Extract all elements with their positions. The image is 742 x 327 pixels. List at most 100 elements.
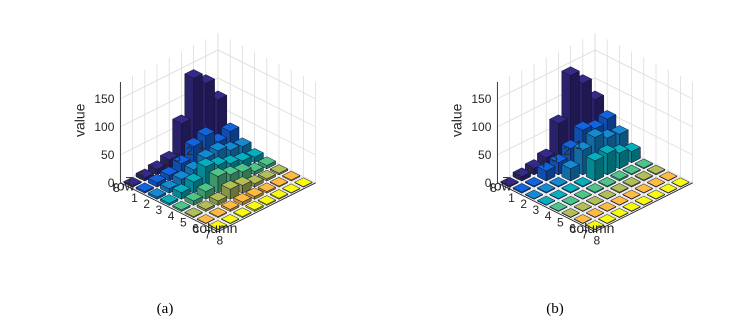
bar-r8-c1 [500,177,519,188]
column-tick-label: 3 [156,203,163,217]
bar-r5-c8 [622,201,641,212]
bar-r4-c7 [245,187,264,200]
bar-r1-c5 [634,158,653,170]
row-tick-label: 1 [576,138,583,152]
z-tick-label: 100 [471,120,491,134]
z-tick-label: 0 [485,176,492,190]
column-tick-label: 1 [508,191,515,205]
bar-r2-c7 [269,177,289,188]
bar-r5-c2 [172,154,191,176]
z-tick-label: 50 [101,148,115,162]
y-axis-line [217,182,316,233]
caption: (a) [157,301,174,317]
bar-r8-c7 [196,214,215,225]
bar-r3-c8 [269,189,289,200]
bar-r5-c8 [245,200,264,212]
bar-r7-c2 [147,173,167,188]
bar-r7-c4 [172,183,191,200]
bar-r3-c5 [610,170,629,182]
bar-r5-c6 [598,189,617,200]
bar-r4-c7 [622,189,641,200]
caption: (b) [546,301,564,317]
row-tick-label: 7 [125,175,132,189]
bars [500,66,690,231]
column-tick-label: 8 [217,234,224,248]
column-tick-label: 8 [594,234,601,248]
column-tick-label: 4 [545,209,552,223]
z-tick-label: 150 [94,92,114,106]
bar-r6-c7 [221,200,240,212]
bar-r8-c4 [537,195,556,206]
row-tick-label: 8 [113,181,120,195]
bar-r7-c1 [512,167,531,182]
bar-r3-c8 [646,189,666,200]
bar-r8-c5 [549,201,568,212]
bar-r3-c7 [634,183,653,194]
row-tick-label: 4 [539,156,546,170]
bar-r7-c5 [561,195,580,206]
z-tick-label: 100 [94,120,114,134]
x-axis-line [120,182,219,233]
column-tick-label: 5 [557,215,564,229]
bar-r7-c8 [598,214,617,225]
bar-r5-c7 [233,193,252,206]
bar-r7-c5 [184,191,203,206]
bar-r5-c3 [561,159,580,182]
column-tick-label: 2 [143,197,150,211]
bar-r2-c5 [622,164,641,176]
bar-r4-c4 [585,151,605,182]
bar-r7-c4 [549,189,568,200]
bar-r6-c8 [233,207,252,218]
bar-r6-c5 [573,189,592,200]
x-axis-line [497,182,596,233]
column-tick-label: 6 [192,221,199,235]
bar-r6-c7 [598,201,617,212]
bar-r7-c7 [208,207,228,218]
bar-r7-c7 [585,208,605,218]
bar-r6-c6 [585,195,605,206]
row-tick-label: 7 [502,175,509,189]
bar-r1-c8 [671,177,690,188]
z-tick-labels: 0 50 100 150 [94,92,114,190]
bar-r7-c3 [537,183,556,194]
bar-r4-c8 [257,195,276,206]
bar-r8-c7 [573,214,592,225]
bar-r5-c7 [610,195,629,206]
bar-r4-c1 [172,114,191,164]
bar-r2-c7 [646,177,666,188]
bar-r1-c7 [282,170,301,182]
bar-r2-c6 [634,170,653,182]
bar-r8-c6 [184,207,203,218]
bar-r8-c8 [208,220,228,231]
row-tick-label: 2 [563,144,570,158]
bar-r7-c2 [524,177,544,188]
bar-r6-c5 [196,182,215,200]
bar-r8-c3 [524,189,544,200]
bar-r6-c4 [184,173,203,194]
row-tick-label: 2 [186,144,193,158]
row-tick-label: 6 [515,169,522,183]
bar-r8-c1 [123,177,142,188]
bar-r8-c2 [135,182,154,194]
bar-r1-c7 [659,171,678,182]
bar-r7-c1 [135,168,154,182]
z-axis-label: value [71,103,87,137]
row-tick-label: 6 [138,169,145,183]
bar-r2-c8 [282,183,301,194]
bar-r8-c3 [147,188,167,200]
bar-r8-c4 [160,194,179,206]
row-tick-label: 8 [490,181,497,195]
bar-r8-c6 [561,208,580,218]
bar-r6-c6 [208,191,228,206]
bar-r5-c4 [573,177,592,188]
row-axis-label: row [489,177,512,193]
z-tick-label: 150 [471,92,491,106]
bar-r8-c2 [512,183,531,194]
